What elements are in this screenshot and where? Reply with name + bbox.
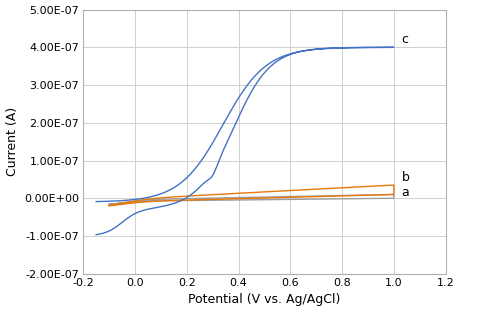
X-axis label: Potential (V vs. Ag/AgCl): Potential (V vs. Ag/AgCl) <box>188 294 340 306</box>
Text: c: c <box>402 33 408 46</box>
Y-axis label: Current (A): Current (A) <box>6 107 18 176</box>
Text: a: a <box>402 186 409 199</box>
Text: b: b <box>402 171 409 184</box>
